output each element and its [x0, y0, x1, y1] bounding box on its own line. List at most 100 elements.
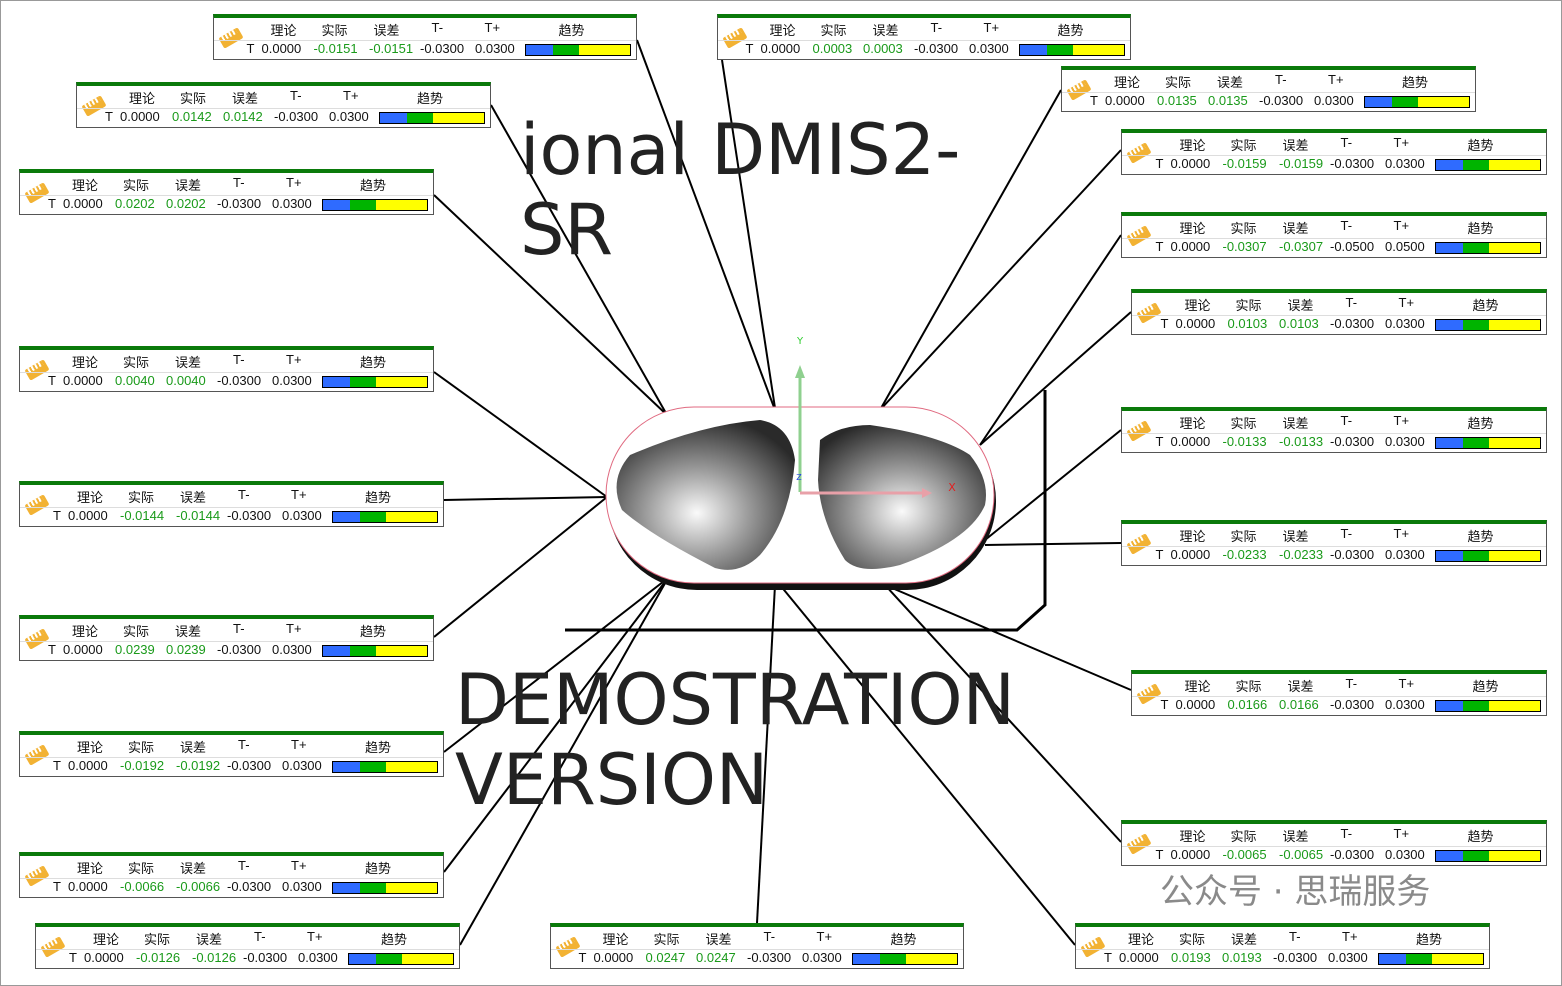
axis-name: T: [1160, 697, 1169, 712]
header-trend: 趋势: [1472, 298, 1499, 313]
measurement-label[interactable]: 理论 实际 误差 T- T+ 趋势 T 0.0000 0.0135 0.0135 -0.0300 0.…: [1061, 66, 1476, 112]
z-axis-label: Z: [796, 473, 802, 482]
label-header: 理论 实际 误差 T- T+ 趋势: [551, 929, 963, 950]
header-trend: 趋势: [558, 23, 585, 38]
header-deviation: 误差: [705, 932, 732, 947]
tol-minus-value: -0.0300: [914, 41, 959, 56]
header-tol_plus: T+: [1328, 72, 1344, 87]
actual-value: 0.0166: [1227, 697, 1268, 712]
header-trend: 趋势: [890, 932, 917, 947]
deviation-value: 0.0193: [1222, 950, 1262, 965]
label-header: 理论 实际 误差 T- T+ 趋势: [20, 352, 433, 373]
header-actual: 实际: [1230, 416, 1257, 431]
deviation-value: -0.0066: [176, 879, 221, 894]
label-values: T 0.0000 -0.0126 -0.0126 -0.0300 0.0300: [36, 950, 459, 970]
tol-plus-value: 0.0300: [272, 373, 312, 388]
deviation-value: -0.0233: [1279, 547, 1324, 562]
measurement-label[interactable]: 理论 实际 误差 T- T+ 趋势 T 0.0000 -0.0133 -0.0133 -0.0300…: [1121, 407, 1547, 453]
label-values: T 0.0000 -0.0151 -0.0151 -0.0300 0.0300: [214, 41, 636, 61]
header-tol_plus: T+: [1393, 218, 1410, 233]
watermark-text: ional DMIS2-SR: [520, 109, 961, 271]
deviation-value: -0.0159: [1279, 156, 1324, 171]
measurement-label[interactable]: 理论 实际 误差 T- T+ 趋势 T 0.0000 0.0239 0.0239 -0.0300 0.…: [19, 615, 434, 661]
measurement-label[interactable]: 理论 实际 误差 T- T+ 趋势 T 0.0000 0.0003 0.0003 -0.0300 0.…: [717, 14, 1131, 60]
label-values: T 0.0000 0.0193 0.0193 -0.0300 0.0300: [1076, 950, 1489, 970]
header-actual: 实际: [123, 355, 150, 370]
label-values: T 0.0000 -0.0133 -0.0133 -0.0300 0.0300: [1122, 434, 1546, 454]
header-tol_plus: T+: [1398, 676, 1415, 691]
actual-value: -0.0192: [120, 758, 165, 773]
label-values: T 0.0000 0.0239 0.0239 -0.0300 0.0300: [20, 642, 433, 662]
tol-plus-value: 0.0300: [475, 41, 515, 56]
header-deviation: 误差: [1282, 138, 1309, 153]
trend-bar: [852, 953, 958, 965]
measurement-label[interactable]: 理论 实际 误差 T- T+ 趋势 T 0.0000 0.0040 0.0040 -0.0300 0.…: [19, 346, 434, 392]
leader-line: [979, 234, 1122, 446]
header-tol_minus: T-: [1340, 826, 1353, 841]
header-tol_plus: T+: [307, 929, 323, 944]
label-values: T 0.0000 0.0202 0.0202 -0.0300 0.0300: [20, 196, 433, 216]
header-actual: 实际: [653, 932, 680, 947]
header-trend: 趋势: [417, 91, 444, 106]
nominal-value: 0.0000: [261, 41, 302, 56]
tol-plus-value: 0.0300: [298, 950, 338, 965]
measurement-label[interactable]: 理论 实际 误差 T- T+ 趋势 T 0.0000 -0.0065 -0.0065 -0.0300…: [1121, 820, 1547, 866]
fixture-bracket: [565, 390, 1047, 632]
deviation-value: -0.0065: [1279, 847, 1324, 862]
trend-bar: [1435, 850, 1541, 862]
nominal-value: 0.0000: [68, 508, 108, 523]
measurement-label[interactable]: 理论 实际 误差 T- T+ 趋势 T 0.0000 0.0103 0.0103 -0.0300 0.…: [1131, 289, 1547, 335]
trend-bar: [1435, 319, 1541, 331]
header-actual: 实际: [144, 932, 171, 947]
header-tol_minus: T-: [930, 20, 943, 35]
tol-plus-value: 0.0500: [1385, 239, 1425, 254]
tol-plus-value: 0.0300: [969, 41, 1009, 56]
measurement-label[interactable]: 理论 实际 误差 T- T+ 趋势 T 0.0000 -0.0192 -0.0192 -0.0300…: [19, 731, 444, 777]
measurement-label[interactable]: 理论 实际 误差 T- T+ 趋势 T 0.0000 -0.0159 -0.0159 -0.0300…: [1121, 129, 1547, 175]
header-nominal: 理论: [77, 861, 104, 876]
header-deviation: 误差: [180, 490, 207, 505]
header-trend: 趋势: [360, 178, 387, 193]
axis-name: T: [578, 950, 587, 965]
header-tol_plus: T+: [816, 929, 833, 944]
nominal-value: 0.0000: [63, 642, 103, 657]
measurement-label[interactable]: 理论 实际 误差 T- T+ 趋势 T 0.0000 -0.0307 -0.0307 -0.0500…: [1121, 212, 1547, 258]
header-deviation: 误差: [180, 861, 207, 876]
axis-name: T: [1155, 547, 1164, 562]
measurement-label[interactable]: 理论 实际 误差 T- T+ 趋势 T 0.0000 0.0166 0.0166 -0.0300 0.…: [1131, 670, 1547, 716]
tol-minus-value: -0.0300: [1330, 547, 1375, 562]
measurement-label[interactable]: 理论 实际 误差 T- T+ 趋势 T 0.0000 0.0202 0.0202 -0.0300 0.…: [19, 169, 434, 215]
tol-plus-value: 0.0300: [1328, 950, 1368, 965]
header-tol_minus: T-: [238, 487, 250, 502]
trend-bar: [322, 199, 428, 211]
trend-bar: [1435, 437, 1541, 449]
header-actual: 实际: [1235, 679, 1262, 694]
measurement-label[interactable]: 理论 实际 误差 T- T+ 趋势 T 0.0000 -0.0151 -0.0151 -0.0300…: [213, 14, 637, 60]
measurement-label[interactable]: 理论 实际 误差 T- T+ 趋势 T 0.0000 0.0193 0.0193 -0.0300 0.…: [1075, 923, 1490, 969]
measurement-label[interactable]: 理论 实际 误差 T- T+ 趋势 T 0.0000 -0.0144 -0.0144 -0.0300…: [19, 481, 444, 527]
measurement-label[interactable]: 理论 实际 误差 T- T+ 趋势 T 0.0000 -0.0126 -0.0126 -0.0300…: [35, 923, 460, 969]
leader-line: [984, 429, 1122, 541]
label-values: T 0.0000 0.0040 0.0040 -0.0300 0.0300: [20, 373, 433, 393]
header-tol_plus: T+: [1393, 413, 1410, 428]
measurement-label[interactable]: 理论 实际 误差 T- T+ 趋势 T 0.0000 0.0247 0.0247 -0.0300 0.…: [550, 923, 964, 969]
actual-value: 0.0142: [172, 109, 212, 124]
header-tol_minus: T-: [233, 621, 245, 636]
header-deviation: 误差: [175, 178, 202, 193]
measurement-label[interactable]: 理论 实际 误差 T- T+ 趋势 T 0.0000 -0.0233 -0.0233 -0.0300…: [1121, 520, 1547, 566]
label-header: 理论 实际 误差 T- T+ 趋势: [1122, 826, 1546, 847]
header-nominal: 理论: [1179, 829, 1206, 844]
measurement-label[interactable]: 理论 实际 误差 T- T+ 趋势 T 0.0000 0.0142 0.0142 -0.0300 0.…: [76, 82, 491, 128]
tol-plus-value: 0.0300: [282, 758, 322, 773]
header-deviation: 误差: [1231, 932, 1258, 947]
header-actual: 实际: [1165, 75, 1192, 90]
header-tol_minus: T-: [290, 88, 302, 103]
deviation-value: 0.0103: [1279, 316, 1319, 331]
tol-plus-value: 0.0300: [1385, 434, 1425, 449]
label-values: T 0.0000 -0.0065 -0.0065 -0.0300 0.0300: [1122, 847, 1546, 867]
label-values: T 0.0000 -0.0159 -0.0159 -0.0300 0.0300: [1122, 156, 1546, 176]
header-tol_plus: T+: [291, 737, 307, 752]
axis-name: T: [1155, 156, 1164, 171]
deviation-value: 0.0202: [166, 196, 206, 211]
measurement-label[interactable]: 理论 实际 误差 T- T+ 趋势 T 0.0000 -0.0066 -0.0066 -0.0300…: [19, 852, 444, 898]
